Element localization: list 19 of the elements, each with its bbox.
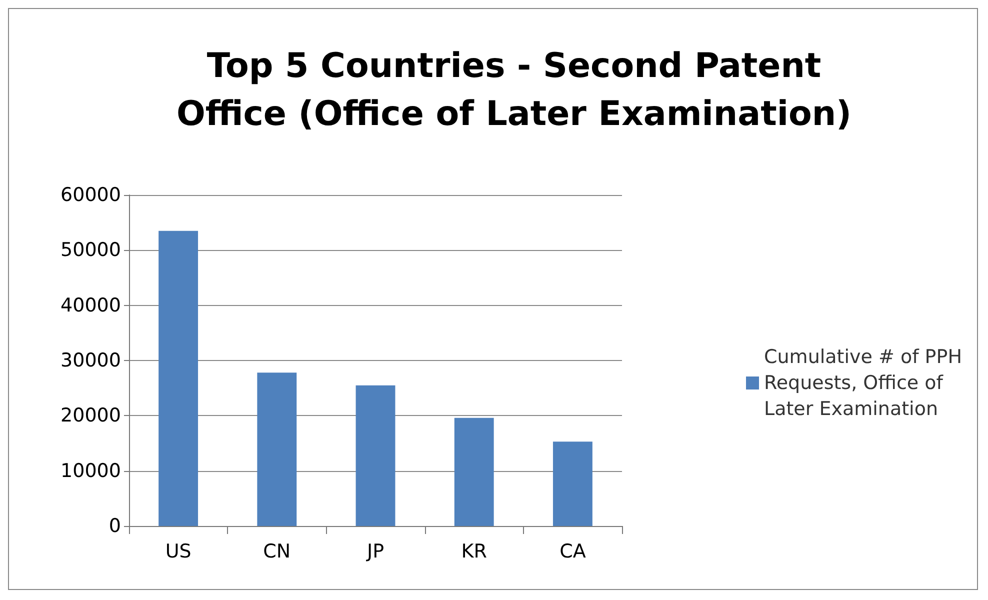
bar — [257, 372, 297, 526]
x-tick-label: US — [165, 540, 192, 562]
y-tick-label: 60000 — [60, 184, 121, 206]
y-tick-label: 50000 — [60, 239, 121, 262]
y-tick-label: 20000 — [60, 404, 121, 427]
bar — [158, 230, 198, 526]
y-tick-label: 0 — [108, 515, 121, 537]
chart-title: Top 5 Countries - Second Patent Office (Office of Later Examination) — [176, 46, 852, 134]
y-tick-label: 30000 — [60, 350, 121, 372]
bar — [454, 418, 494, 526]
x-tick-label: CA — [560, 540, 586, 562]
bar — [356, 385, 396, 526]
bar — [552, 442, 592, 526]
x-tick-label: KR — [461, 540, 487, 562]
x-tick-label: JP — [366, 540, 384, 562]
y-tick-label: 10000 — [60, 460, 121, 482]
legend-label: Cumulative # of PPH Requests, Office of Later Examination — [764, 346, 962, 420]
x-tick-label: CN — [263, 540, 291, 562]
y-tick-label: 40000 — [60, 294, 121, 316]
